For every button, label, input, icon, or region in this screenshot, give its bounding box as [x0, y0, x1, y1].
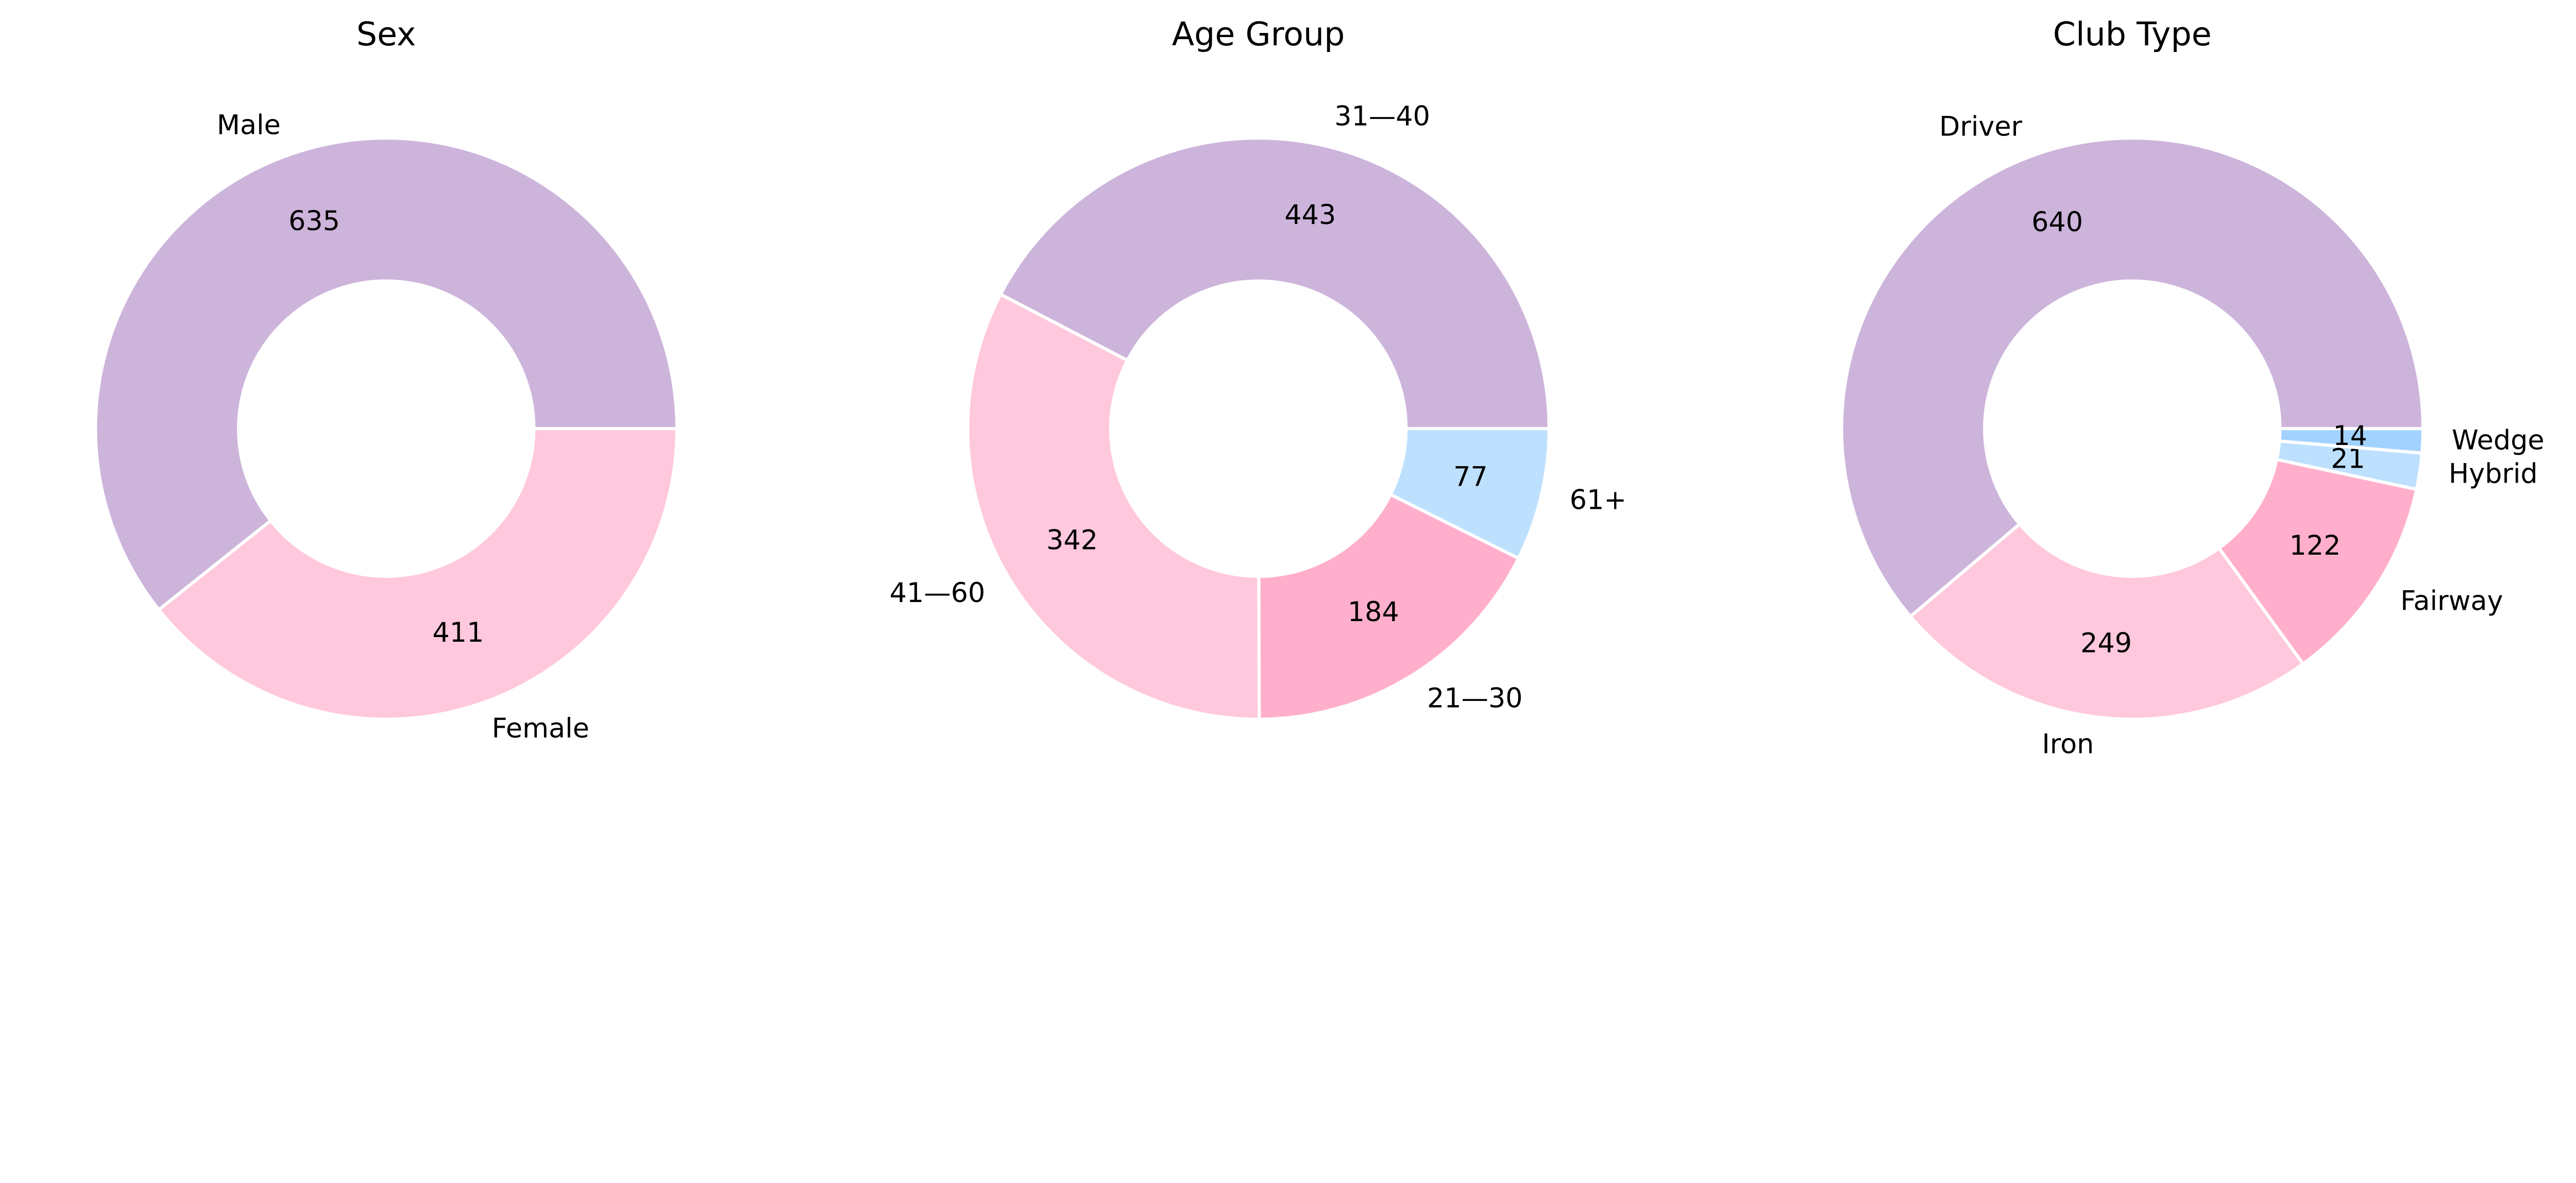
slice-Wedge [2278, 427, 2425, 455]
chart-title: Age Group [1172, 15, 1345, 53]
category-label: 21—30 [1427, 683, 1523, 714]
value-label: 411 [432, 617, 484, 648]
chart-title: Club Type [2053, 15, 2212, 53]
donut-charts: Sex Male 635 Female 411 Age Group 31—40 443 41—6… [94, 14, 2545, 760]
category-label: Driver [1939, 111, 2023, 143]
donut-chart-club-type: Club Type Driver 640 Iron 249 Fairway 122 Hybri… [1840, 15, 2545, 760]
slice-Iron [1909, 522, 2305, 721]
slice-Fairway [2217, 458, 2418, 666]
value-label: 635 [289, 205, 340, 237]
donut-chart-age-group: Age Group 31—40 443 41—60 342 21—30 184 61+ 77 [890, 15, 1627, 721]
value-label: 184 [1348, 596, 1399, 628]
category-label: Male [217, 109, 281, 141]
category-label: 41—60 [890, 577, 986, 609]
category-label: Fairway [2400, 586, 2503, 617]
slice-21—30 [1257, 493, 1520, 721]
value-label: 249 [2080, 627, 2132, 659]
chart-title: Sex [357, 15, 416, 53]
donut-chart-sex: Sex Male 635 Female 411 [94, 15, 679, 744]
category-label: Iron [2042, 729, 2094, 760]
slice-Driver [1840, 136, 2425, 619]
slice-31—40 [998, 136, 1551, 431]
slice-Female [157, 427, 679, 721]
value-label: 122 [2290, 530, 2341, 561]
category-label: Wedge [2452, 424, 2545, 456]
slice-61+ [1388, 427, 1551, 560]
value-label: 14 [2333, 420, 2367, 452]
category-label: 31—40 [1334, 100, 1430, 132]
category-label: 61+ [1570, 485, 1627, 516]
slice-41—60 [966, 293, 1261, 721]
value-label: 342 [1046, 524, 1098, 556]
category-label: Hybrid [2449, 458, 2538, 489]
value-label: 640 [2031, 207, 2083, 238]
value-label: 77 [1453, 461, 1488, 492]
slice-Male [94, 136, 679, 612]
category-label: Female [492, 713, 589, 744]
value-label: 443 [1284, 199, 1336, 231]
